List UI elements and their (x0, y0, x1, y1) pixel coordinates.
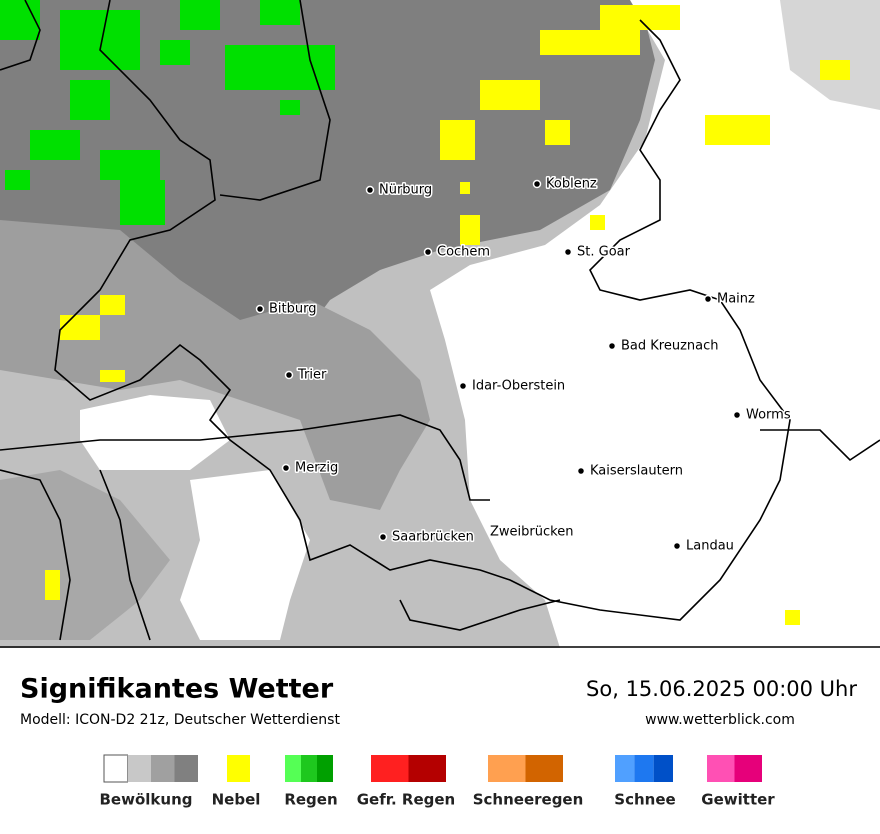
city-dot (576, 466, 586, 476)
city-dot (703, 294, 713, 304)
borders (0, 0, 880, 641)
cloud-light-east (780, 0, 880, 110)
city-label: Idar-Oberstein (472, 379, 565, 394)
city-label: Mainz (717, 292, 755, 307)
legend-label: Nebel (212, 791, 261, 809)
cloud-clear-west (80, 395, 230, 470)
city-label: Bitburg (269, 302, 317, 317)
legend: Bewölkung Nebel Regen Gefr. Regen Schneerege… (100, 754, 775, 809)
city-dot (423, 247, 433, 257)
city-dot (532, 179, 542, 189)
city-label: St. Goar (577, 245, 631, 260)
rain-area (0, 0, 335, 225)
fog-area (45, 5, 850, 625)
city-label: Saarbrücken (392, 530, 474, 545)
legend-label: Schnee (614, 791, 675, 809)
legend-swatch (317, 755, 333, 782)
model: Modell: ICON-D2 21z, Deutscher Wetterdie… (20, 712, 340, 728)
footer: Signifikantes Wetter Modell: ICON-D2 21z… (20, 674, 857, 809)
city-label: Trier (297, 368, 327, 383)
city-dot (284, 370, 294, 380)
legend-swatch (707, 755, 735, 782)
city-label: Worms (746, 408, 791, 423)
legend-label: Gefr. Regen (357, 791, 456, 809)
cloud-mid (0, 220, 430, 510)
legend-label: Schneeregen (473, 791, 584, 809)
city-dot (607, 341, 617, 351)
city-dot (672, 541, 682, 551)
map: Nürburg Koblenz Cochem St. Goar Mainz Bitburg… (0, 0, 880, 648)
city-dot (732, 410, 742, 420)
legend-swatch (174, 755, 198, 782)
legend-swatch (127, 755, 151, 782)
legend-swatch (227, 755, 250, 782)
legend-swatch (653, 755, 673, 782)
legend-label: Gewitter (701, 791, 775, 809)
city-label: Landau (686, 539, 734, 554)
city-label: Kaiserslautern (590, 464, 683, 479)
legend-swatch (371, 755, 409, 782)
legend-swatch (615, 755, 635, 782)
city-label: Merzig (295, 461, 338, 476)
legend-swatch (151, 755, 175, 782)
legend-swatch (634, 755, 654, 782)
city-label: Nürburg (379, 183, 432, 198)
city-label: Cochem (437, 245, 490, 260)
city-layer: Nürburg Koblenz Cochem St. Goar Mainz Bitburg… (255, 175, 792, 555)
datetime: So, 15.06.2025 00:00 Uhr (586, 677, 857, 701)
city-dot (378, 532, 388, 542)
legend-swatch (408, 755, 446, 782)
legend-label: Regen (284, 791, 337, 809)
legend-swatch (525, 755, 563, 782)
city-label: Zweibrücken (490, 525, 573, 540)
city-label: Koblenz (546, 177, 597, 192)
city-dot (563, 247, 573, 257)
cloud-clear (430, 0, 880, 648)
legend-swatch (285, 755, 301, 782)
legend-swatch (488, 755, 526, 782)
city-dot (458, 381, 468, 391)
url: www.wetterblick.com (645, 712, 795, 728)
legend-label: Bewölkung (100, 791, 193, 809)
city-dot (255, 304, 265, 314)
city-dot (281, 463, 291, 473)
city-dot (365, 185, 375, 195)
cloud-clear-south (180, 470, 310, 640)
city-label: Bad Kreuznach (621, 339, 719, 354)
legend-swatch (734, 755, 762, 782)
legend-swatch (301, 755, 317, 782)
legend-swatch (103, 754, 128, 783)
title: Signifikantes Wetter (20, 674, 334, 705)
cloud-mid-south (0, 470, 170, 640)
